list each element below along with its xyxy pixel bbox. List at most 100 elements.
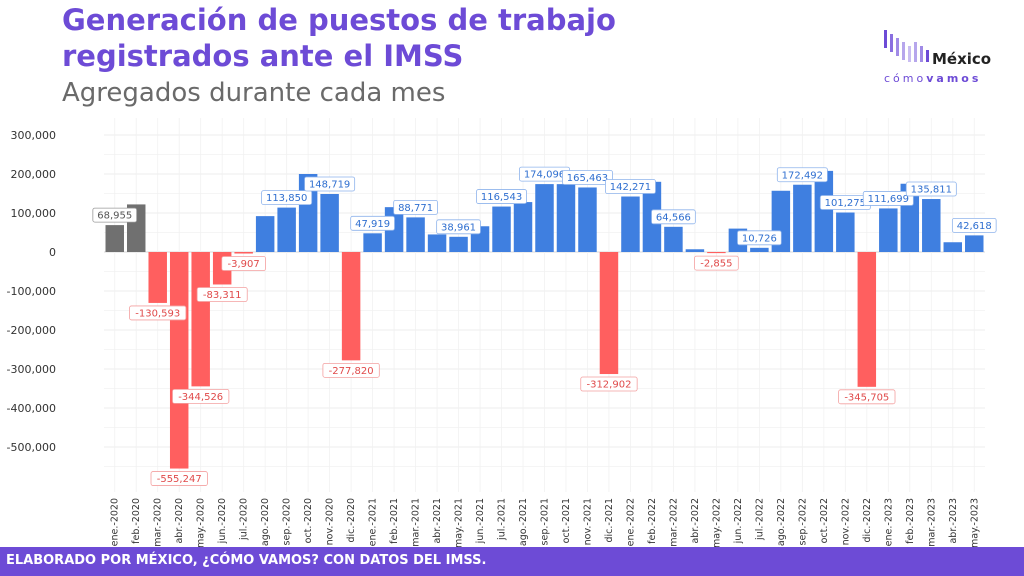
x-tick-label: ene.-2020 bbox=[110, 498, 121, 546]
data-label-box bbox=[196, 287, 248, 302]
data-label-box bbox=[562, 170, 613, 185]
data-label-text: -312,902 bbox=[586, 380, 631, 391]
data-label-text: 135,811 bbox=[911, 185, 952, 196]
bar bbox=[105, 225, 124, 252]
x-axis-ticks: ene.-2020 feb.-2020 mar.-2020 abr.-2020 may.… bbox=[110, 498, 981, 547]
data-label-box bbox=[951, 217, 997, 233]
data-label: 111,699 bbox=[862, 191, 914, 206]
data-label-box bbox=[694, 255, 739, 271]
data-label-box bbox=[580, 376, 638, 392]
data-label-text: -345,705 bbox=[844, 392, 889, 403]
data-label: -555,247 bbox=[150, 471, 208, 486]
data-label-text: 68,955 bbox=[97, 211, 132, 222]
x-tick-label: may.-2021 bbox=[454, 498, 465, 547]
mexico-como-vamos-logo: México cómovamos bbox=[880, 28, 1010, 88]
y-tick-label: -200,000 bbox=[7, 324, 56, 337]
y-tick-label: 200,000 bbox=[11, 168, 57, 181]
data-label: 68,955 bbox=[92, 207, 138, 223]
x-tick-label: may.-2023 bbox=[969, 498, 980, 547]
data-label-text: -3,907 bbox=[228, 259, 260, 270]
data-label-text: 101,275 bbox=[825, 198, 866, 209]
x-tick-label: jul.-2020 bbox=[239, 498, 250, 541]
x-tick-label: mar.-2022 bbox=[668, 498, 679, 547]
x-tick-label: mar.-2021 bbox=[411, 498, 422, 547]
data-label-box bbox=[304, 176, 356, 192]
x-tick-label: feb.-2022 bbox=[647, 498, 658, 544]
x-tick-label: ene.-2023 bbox=[883, 498, 894, 546]
data-label-box bbox=[436, 219, 481, 235]
bar bbox=[664, 226, 683, 252]
bar bbox=[556, 184, 576, 252]
data-label-box bbox=[129, 305, 187, 321]
x-tick-label: dic.-2020 bbox=[346, 498, 357, 543]
x-tick-label: ene.-2022 bbox=[625, 498, 636, 546]
bar bbox=[148, 252, 167, 303]
x-tick-label: feb.-2020 bbox=[131, 498, 142, 544]
bar bbox=[427, 234, 447, 252]
x-tick-label: jun.-2022 bbox=[733, 498, 744, 544]
x-tick-label: oct.-2022 bbox=[819, 498, 830, 543]
x-tick-label: abr.-2021 bbox=[432, 498, 443, 544]
bar bbox=[277, 207, 296, 252]
data-label-text: 47,919 bbox=[355, 219, 390, 230]
x-tick-label: dic.-2022 bbox=[862, 498, 873, 543]
y-tick-label: -300,000 bbox=[7, 363, 56, 376]
footer-text: ELABORADO POR MÉXICO, ¿CÓMO VAMOS? CON D… bbox=[6, 553, 487, 568]
x-tick-label: ago.-2021 bbox=[518, 498, 529, 546]
bar bbox=[836, 212, 855, 252]
data-label-text: 42,618 bbox=[957, 221, 992, 232]
x-tick-label: may.-2020 bbox=[196, 498, 207, 547]
data-label-text: 38,961 bbox=[441, 222, 476, 233]
data-label-text: -83,311 bbox=[203, 290, 242, 301]
data-label-text: 10,726 bbox=[742, 233, 777, 244]
bar bbox=[234, 252, 253, 254]
chart-title-line1: Generación de puestos de trabajo bbox=[62, 3, 616, 37]
bar bbox=[750, 247, 769, 252]
x-tick-label: mar.-2020 bbox=[153, 498, 164, 547]
y-tick-label: 300,000 bbox=[11, 129, 57, 142]
data-label-text: 174,096 bbox=[524, 170, 565, 181]
x-tick-label: abr.-2020 bbox=[174, 498, 185, 544]
x-tick-label: abr.-2022 bbox=[690, 498, 701, 544]
data-label-box bbox=[776, 167, 828, 183]
data-label-box bbox=[393, 199, 438, 215]
data-label: -345,705 bbox=[838, 389, 896, 405]
x-tick-label: nov.-2021 bbox=[582, 498, 593, 545]
x-tick-label: nov.-2022 bbox=[840, 498, 851, 545]
data-label: 174,096 bbox=[519, 166, 570, 182]
x-tick-label: jun.-2021 bbox=[475, 498, 486, 544]
chart-title: Generación de puestos de trabajo registr… bbox=[62, 2, 616, 74]
bar bbox=[793, 184, 812, 252]
data-label: 148,719 bbox=[304, 176, 356, 192]
data-label-box bbox=[172, 388, 230, 404]
y-tick-label: -100,000 bbox=[7, 285, 56, 298]
bar bbox=[341, 252, 361, 361]
data-label: 172,492 bbox=[776, 167, 828, 183]
data-label: 10,726 bbox=[737, 230, 782, 246]
bar bbox=[363, 233, 382, 252]
x-tick-label: oct.-2021 bbox=[561, 498, 572, 543]
bar bbox=[857, 252, 877, 387]
data-label-box bbox=[651, 209, 696, 225]
data-label: -130,593 bbox=[129, 305, 187, 321]
bar bbox=[169, 252, 189, 469]
bar bbox=[814, 170, 834, 252]
data-label: -83,311 bbox=[196, 287, 248, 302]
data-label: -344,526 bbox=[172, 388, 230, 404]
data-label: -3,907 bbox=[221, 256, 266, 271]
bar bbox=[599, 252, 619, 375]
chart-title-line2: registrados ante el IMSS bbox=[62, 39, 464, 73]
data-label: -312,902 bbox=[580, 376, 638, 392]
data-label-text: 172,492 bbox=[782, 170, 823, 181]
bar bbox=[535, 184, 554, 252]
x-tick-label: may.-2022 bbox=[711, 498, 722, 547]
data-labels: 68,955 -130,593 -555,247 -344,526 -83,311 -3,… bbox=[92, 166, 997, 486]
bar bbox=[707, 252, 726, 254]
data-label: 142,271 bbox=[605, 179, 656, 194]
x-tick-label: oct.-2020 bbox=[303, 498, 314, 543]
x-tick-label: ene.-2021 bbox=[368, 498, 379, 546]
bar bbox=[406, 217, 425, 252]
data-label-box bbox=[322, 362, 380, 378]
data-label-text: 64,566 bbox=[656, 212, 691, 223]
data-label-text: 88,771 bbox=[398, 203, 433, 214]
